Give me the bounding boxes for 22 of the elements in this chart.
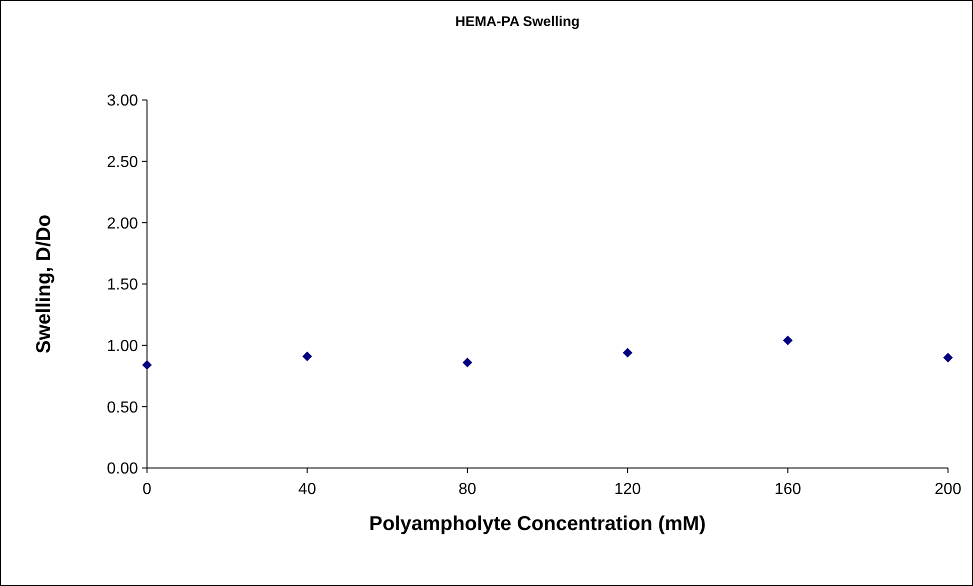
y-tick-label: 1.00	[106, 338, 138, 355]
point	[622, 348, 632, 358]
y-tick-label: 1.50	[106, 276, 138, 294]
point	[302, 352, 312, 362]
point	[782, 336, 793, 346]
x-axis-title: Polyampholyte Concentration (mM)	[369, 513, 706, 535]
y-tick-label: 0.50	[106, 399, 138, 416]
x-tick-label: 0	[142, 481, 152, 498]
x-tick-label: 200	[934, 481, 962, 498]
point	[462, 358, 472, 368]
x-tick-label: 160	[774, 481, 802, 498]
y-tick-label: 0.00	[106, 460, 138, 478]
x-tick-label: 80	[458, 481, 476, 498]
point	[943, 352, 953, 362]
y-tick-label: 2.50	[106, 154, 138, 171]
y-axis-title: Swelling, D/Do	[33, 214, 55, 354]
y-tick-label: 3.00	[106, 92, 138, 110]
x-tick-label: 120	[614, 481, 642, 498]
chart-title: HEMA-PA Swelling	[455, 13, 580, 29]
point	[142, 360, 152, 370]
x-tick-label: 40	[298, 481, 316, 498]
y-tick-label: 2.00	[106, 215, 138, 232]
